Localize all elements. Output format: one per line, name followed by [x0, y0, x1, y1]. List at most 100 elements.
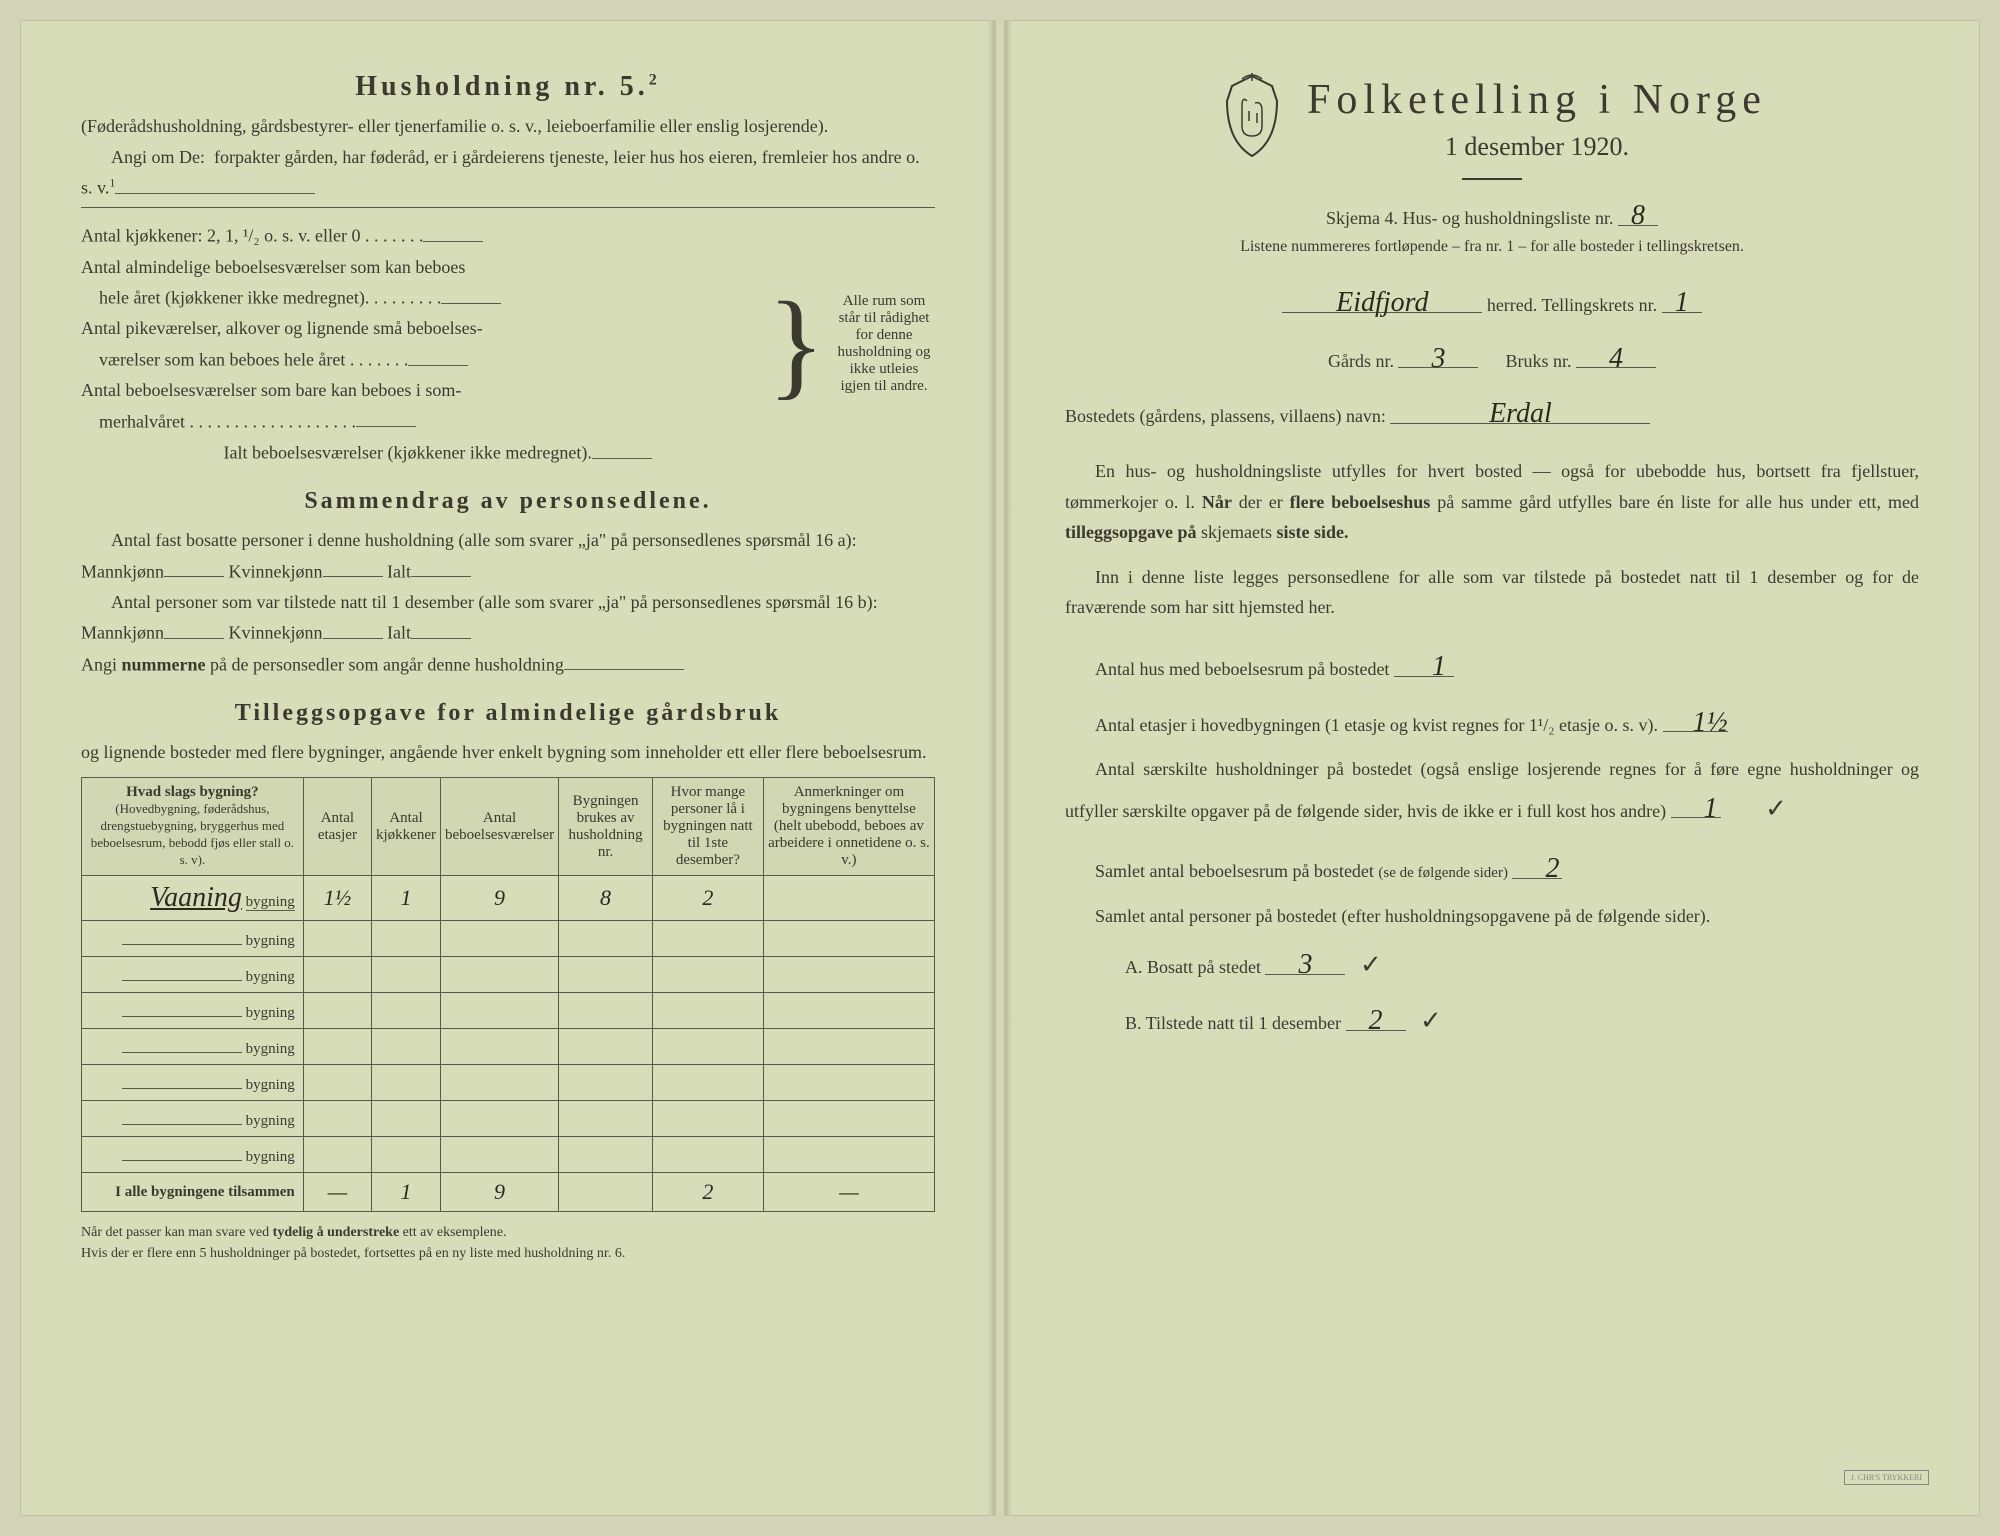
- right-page: Folketelling i Norge 1 desember 1920. Sk…: [1004, 20, 1980, 1516]
- total-label: I alle bygningene tilsammen: [82, 1173, 304, 1212]
- buildings-table: Hvad slags bygning?(Hovedbygning, føderå…: [81, 777, 935, 1212]
- building-type-cell: Vaaning bygning: [82, 876, 304, 921]
- table-cell: [440, 1029, 558, 1065]
- col-rooms: Antal beboelsesværelser: [440, 778, 558, 876]
- building-type-cell: bygning: [82, 921, 304, 957]
- table-cell: [652, 1029, 763, 1065]
- table-cell: [372, 1137, 441, 1173]
- table-cell: [372, 957, 441, 993]
- table-header-row: Hvad slags bygning?(Hovedbygning, føderå…: [82, 778, 935, 876]
- table-row: bygning: [82, 957, 935, 993]
- line-summer-rooms: Antal beboelsesværelser som bare kan beb…: [81, 375, 767, 437]
- brace-icon: }: [767, 284, 825, 404]
- table-cell: [559, 993, 653, 1029]
- summary-line-1: Antal fast bosatte personer i denne hush…: [81, 525, 935, 587]
- table-cell: [303, 993, 371, 1029]
- census-date: 1 desember 1920.: [1307, 132, 1767, 162]
- table-cell: 1: [372, 876, 441, 921]
- total-household: [559, 1173, 653, 1212]
- table-cell: 2: [652, 876, 763, 921]
- table-cell: [652, 993, 763, 1029]
- herred-line: Eidfjord herred. Tellingskrets nr. 1: [1065, 279, 1919, 321]
- page-spine: [1005, 21, 1013, 1515]
- coat-of-arms-icon: [1217, 71, 1287, 166]
- table-cell: [559, 1029, 653, 1065]
- paragraph-foderad: (Føderådshusholdning, gårdsbestyrer- ell…: [81, 111, 935, 142]
- table-row: bygning: [82, 993, 935, 1029]
- table-row: bygning: [82, 1101, 935, 1137]
- table-cell: [440, 921, 558, 957]
- table-cell: [652, 957, 763, 993]
- table-cell: [652, 1101, 763, 1137]
- tillegg-sub: og lignende bosteder med flere bygninger…: [81, 737, 935, 768]
- q5: Samlet antal personer på bostedet (efter…: [1065, 901, 1919, 932]
- bosted-line: Bostedets (gårdens, plassens, villaens) …: [1065, 390, 1919, 432]
- table-cell: [303, 921, 371, 957]
- line-maid-rooms: Antal pikeværelser, alkover og lignende …: [81, 313, 767, 375]
- table-cell: [763, 1101, 934, 1137]
- table-cell: [372, 1065, 441, 1101]
- q2: Antal etasjer i hovedbygningen (1 etasje…: [1065, 699, 1919, 741]
- table-row: bygning: [82, 1065, 935, 1101]
- table-cell: [652, 1065, 763, 1101]
- building-type-cell: bygning: [82, 1065, 304, 1101]
- table-cell: [763, 1065, 934, 1101]
- table-footnote: Når det passer kan man svare ved tydelig…: [81, 1222, 935, 1264]
- list-note: Listene nummereres fortløpende – fra nr.…: [1065, 234, 1919, 260]
- table-cell: [559, 1137, 653, 1173]
- line-ordinary-rooms: Antal almindelige beboelsesværelser som …: [81, 252, 767, 314]
- table-cell: [559, 957, 653, 993]
- total-floors: —: [303, 1173, 371, 1212]
- table-cell: [652, 921, 763, 957]
- left-page: Husholdning nr. 5.2 (Føderådshusholdning…: [20, 20, 996, 1516]
- table-cell: [763, 1137, 934, 1173]
- col-floors: Antal etasjer: [303, 778, 371, 876]
- q3: Antal særskilte husholdninger på bostede…: [1065, 754, 1919, 831]
- table-cell: [303, 1101, 371, 1137]
- table-total-row: I alle bygningene tilsammen — 1 9 2 —: [82, 1173, 935, 1212]
- table-row: bygning: [82, 921, 935, 957]
- building-type-cell: bygning: [82, 1101, 304, 1137]
- gards-line: Gårds nr. 3 Bruks nr. 4: [1065, 335, 1919, 377]
- printer-stamp: J. CHR'S TRYKKERI: [1844, 1470, 1929, 1485]
- table-cell: [372, 993, 441, 1029]
- table-cell: [763, 921, 934, 957]
- col-kitchens: Antal kjøkkener: [372, 778, 441, 876]
- table-cell: [763, 957, 934, 993]
- room-counts-block: Antal kjøkkener: 2, 1, ¹/₂ o. s. v. elle…: [81, 220, 935, 468]
- table-cell: [440, 1065, 558, 1101]
- table-cell: [763, 876, 934, 921]
- heading-sammendrag: Sammendrag av personsedlene.: [81, 488, 935, 515]
- table-cell: [559, 1101, 653, 1137]
- col-household: Bygningen brukes av husholdning nr.: [559, 778, 653, 876]
- table-cell: [303, 957, 371, 993]
- line-total-rooms: Ialt beboelsesværelser (kjøkkener ikke m…: [81, 437, 767, 468]
- table-cell: [652, 1137, 763, 1173]
- building-type-cell: bygning: [82, 1029, 304, 1065]
- table-cell: [440, 1137, 558, 1173]
- table-cell: [559, 921, 653, 957]
- right-header: Folketelling i Norge 1 desember 1920. Sk…: [1065, 71, 1919, 259]
- col-persons: Hvor mange personer lå i bygningen natt …: [652, 778, 763, 876]
- table-cell: [303, 1137, 371, 1173]
- table-cell: [372, 921, 441, 957]
- building-type-cell: bygning: [82, 993, 304, 1029]
- total-kitchens: 1: [372, 1173, 441, 1212]
- table-cell: [763, 1029, 934, 1065]
- table-cell: [559, 1065, 653, 1101]
- summary-line-3: Angi nummerne på de personsedler som ang…: [81, 649, 935, 680]
- paragraph-angi: Angi om De: forpakter gården, har føderå…: [81, 142, 935, 204]
- summary-line-2: Antal personer som var tilstede natt til…: [81, 587, 935, 649]
- table-cell: 9: [440, 876, 558, 921]
- table-cell: [763, 993, 934, 1029]
- table-row: bygning: [82, 1137, 935, 1173]
- total-remarks: —: [763, 1173, 934, 1212]
- table-cell: [372, 1101, 441, 1137]
- table-cell: 1½: [303, 876, 371, 921]
- heading-husholdning-5: Husholdning nr. 5.2: [81, 71, 935, 103]
- heading-tillegg: Tilleggsopgave for almindelige gårdsbruk: [81, 700, 935, 727]
- table-cell: [440, 993, 558, 1029]
- table-cell: [372, 1029, 441, 1065]
- divider: [1462, 178, 1522, 180]
- table-row: bygning: [82, 1029, 935, 1065]
